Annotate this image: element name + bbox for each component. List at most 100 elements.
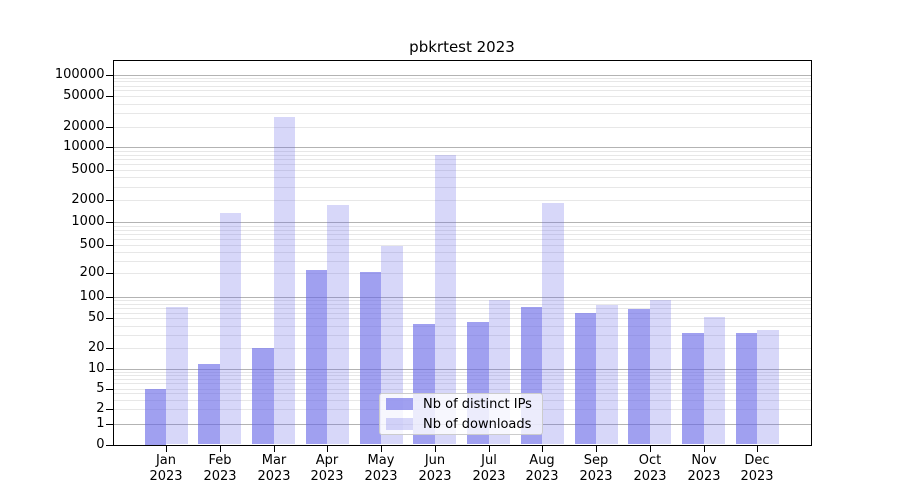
y-tick-label: 5000	[71, 162, 105, 177]
legend: Nb of distinct IPs Nb of downloads	[379, 393, 543, 435]
y-tick-label: 500	[79, 237, 105, 252]
x-tick	[650, 445, 651, 452]
gridline-minor	[113, 273, 811, 274]
x-tick	[327, 445, 328, 452]
left-spine	[112, 60, 114, 446]
legend-swatch-distinct-ips	[386, 398, 413, 410]
y-tick	[105, 409, 113, 410]
bar-downloads	[596, 304, 618, 445]
y-tick-label: 100	[79, 289, 105, 304]
bar-downloads	[219, 213, 242, 445]
gridline-minor	[113, 379, 811, 380]
x-tick-label: Jan 2023	[149, 452, 183, 484]
gridline-minor	[113, 304, 811, 305]
gridline-minor	[113, 200, 811, 201]
gridline-major	[113, 297, 811, 298]
bar-downloads	[327, 205, 349, 445]
x-tick	[489, 445, 490, 452]
legend-label-downloads: Nb of downloads	[423, 416, 532, 432]
gridline-minor	[113, 261, 811, 262]
gridline-minor	[113, 389, 811, 390]
gridline-minor	[113, 335, 811, 336]
gridline-minor	[113, 127, 811, 128]
gridline-minor	[113, 187, 811, 188]
bar-distinct-ips	[198, 363, 220, 445]
gridline-minor	[113, 159, 811, 160]
gridline-minor	[113, 318, 811, 319]
bar-downloads	[649, 299, 672, 445]
gridline-minor	[113, 372, 811, 373]
bottom-spine	[112, 444, 812, 446]
bar-downloads	[757, 329, 779, 445]
y-tick	[105, 389, 113, 390]
x-tick	[274, 445, 275, 452]
y-tick	[105, 245, 113, 246]
y-tick-label: 50000	[63, 88, 105, 103]
y-tick-label: 2000	[71, 192, 105, 207]
x-tick-label: Nov 2023	[687, 452, 721, 484]
x-tick-label: Feb 2023	[203, 452, 237, 484]
gridline-minor	[113, 86, 811, 87]
gridline-minor	[113, 155, 811, 156]
y-tick	[105, 147, 113, 148]
bar-downloads	[273, 116, 295, 445]
right-spine	[811, 60, 812, 446]
x-tick	[220, 445, 221, 452]
gridline-major	[113, 75, 811, 76]
y-tick-label: 20000	[63, 119, 105, 134]
y-tick-label: 0	[96, 437, 105, 452]
y-tick	[105, 424, 113, 425]
chart-title: pbkrtest 2023	[409, 38, 515, 56]
top-spine	[112, 60, 812, 61]
bar-distinct-ips	[252, 348, 274, 445]
bar-distinct-ips	[144, 388, 166, 445]
x-tick	[704, 445, 705, 452]
y-tick-label: 200	[79, 265, 105, 280]
gridline-minor	[113, 104, 811, 105]
gridline-minor	[113, 234, 811, 235]
x-tick-label: Apr 2023	[310, 452, 344, 484]
gridline-minor	[113, 151, 811, 152]
x-tick-label: Jun 2023	[418, 452, 452, 484]
gridline-minor	[113, 313, 811, 314]
legend-swatch-downloads	[386, 418, 413, 430]
x-tick	[381, 445, 382, 452]
gridline-minor	[113, 81, 811, 82]
x-tick	[166, 445, 167, 452]
bar-distinct-ips	[735, 332, 758, 445]
y-tick	[105, 200, 113, 201]
y-tick	[105, 445, 113, 446]
legend-item-downloads: Nb of downloads	[386, 415, 542, 434]
y-tick-label: 10000	[63, 139, 105, 154]
y-tick-label: 50	[87, 310, 105, 325]
x-tick-label: Dec 2023	[740, 452, 774, 484]
y-tick	[105, 222, 113, 223]
bar-downloads	[703, 316, 725, 445]
gridline-minor	[113, 300, 811, 301]
gridline-minor	[113, 164, 811, 165]
bar-downloads	[166, 307, 188, 445]
gridline-minor	[113, 383, 811, 384]
y-tick	[105, 75, 113, 76]
gridline-minor	[113, 326, 811, 327]
y-tick-label: 100000	[54, 67, 105, 82]
gridline-minor	[113, 177, 811, 178]
gridline-minor	[113, 78, 811, 79]
y-tick-label: 1000	[71, 214, 105, 229]
gridline-minor	[113, 239, 811, 240]
x-tick-label: Mar 2023	[257, 452, 291, 484]
legend-item-distinct-ips: Nb of distinct IPs	[386, 395, 542, 414]
gridline-major	[113, 147, 811, 148]
y-tick-label: 5	[96, 381, 105, 396]
y-tick-label: 2	[96, 401, 105, 416]
gridline-minor	[113, 90, 811, 91]
y-tick	[105, 369, 113, 370]
x-tick	[596, 445, 597, 452]
gridline-major	[113, 369, 811, 370]
y-tick	[105, 273, 113, 274]
bar-distinct-ips	[574, 312, 596, 445]
x-tick-label: Jul 2023	[472, 452, 506, 484]
bar-downloads	[434, 155, 457, 445]
bar-downloads	[542, 203, 564, 445]
